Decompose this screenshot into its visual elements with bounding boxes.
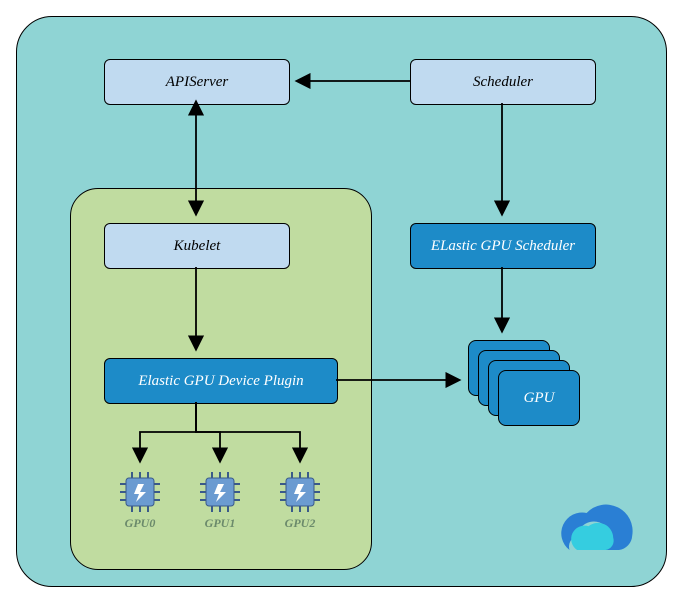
gpu-chip-icon: GPU1: [198, 470, 242, 531]
scheduler-label: Scheduler: [473, 74, 533, 91]
kubelet-label: Kubelet: [174, 238, 221, 255]
gpu-chip-icon: GPU0: [118, 470, 162, 531]
apiserver-box: APIServer: [104, 59, 290, 105]
gpu-chip-icon: GPU2: [278, 470, 322, 531]
gpu-label: GPU: [524, 390, 555, 407]
device-plugin-label: Elastic GPU Device Plugin: [138, 373, 303, 390]
apiserver-label: APIServer: [166, 74, 228, 91]
gpu-chip-label: GPU0: [118, 516, 162, 531]
cloud-logo-icon: [541, 496, 636, 566]
scheduler-box: Scheduler: [410, 59, 596, 105]
gpu-card-main: GPU: [498, 370, 580, 426]
kubelet-box: Kubelet: [104, 223, 290, 269]
diagram-canvas: APIServer Scheduler Kubelet ELastic GPU …: [0, 0, 681, 601]
device-plugin-box: Elastic GPU Device Plugin: [104, 358, 338, 404]
elastic-scheduler-label: ELastic GPU Scheduler: [431, 238, 575, 255]
gpu-chip-label: GPU1: [198, 516, 242, 531]
elastic-scheduler-box: ELastic GPU Scheduler: [410, 223, 596, 269]
gpu-chip-label: GPU2: [278, 516, 322, 531]
